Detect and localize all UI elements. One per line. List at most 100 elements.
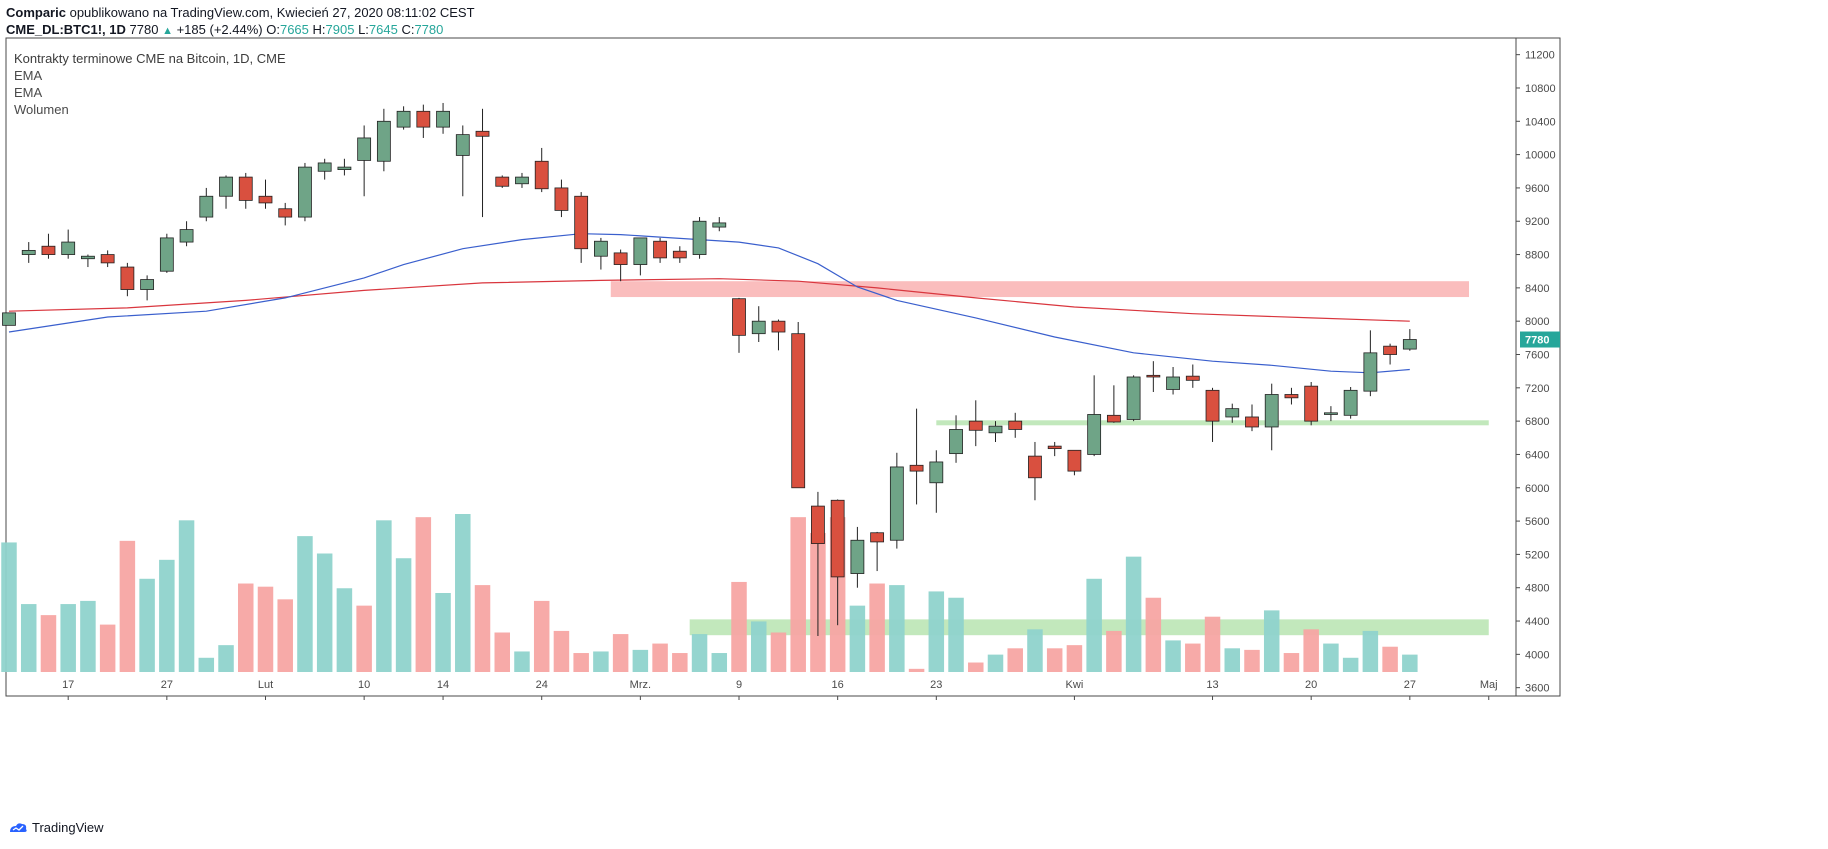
candle-body bbox=[2, 312, 16, 326]
candle-body bbox=[81, 255, 95, 260]
plot-frame bbox=[5, 37, 1517, 697]
volume-bar bbox=[257, 586, 274, 672]
candle-body bbox=[357, 137, 372, 161]
ema-short-line bbox=[8, 233, 1410, 374]
candle-body bbox=[455, 134, 470, 156]
candle-body bbox=[199, 195, 214, 218]
time-tick-label: 10 bbox=[358, 679, 370, 691]
volume-bar bbox=[691, 634, 708, 672]
volume-bar bbox=[139, 578, 155, 672]
candle-body bbox=[436, 110, 450, 128]
candle-body bbox=[1166, 376, 1180, 390]
candle-body bbox=[1402, 339, 1417, 350]
volume-bar bbox=[1046, 648, 1063, 672]
author-name[interactable]: Comparic bbox=[6, 5, 66, 20]
volume-bar bbox=[514, 651, 530, 672]
price-tick-label: 10400 bbox=[1525, 116, 1556, 128]
volume-bar bbox=[356, 605, 372, 672]
volume-bar bbox=[1204, 616, 1221, 672]
last-price: 7780 bbox=[129, 22, 159, 37]
candle-body bbox=[337, 166, 352, 171]
candle-body bbox=[909, 464, 924, 472]
volume-bar bbox=[908, 668, 925, 672]
candle-body bbox=[317, 162, 332, 172]
ema-long-line bbox=[8, 278, 1410, 322]
volume-bar bbox=[178, 520, 195, 672]
price-tick-label: 4000 bbox=[1525, 649, 1549, 661]
volume-bar bbox=[238, 583, 254, 672]
candle-body bbox=[791, 333, 806, 489]
volume-bar bbox=[455, 514, 471, 672]
zone-resistance bbox=[610, 281, 1470, 298]
price-tick-label: 8400 bbox=[1525, 283, 1549, 295]
volume-bar bbox=[297, 536, 313, 672]
time-tick-label: Lut bbox=[258, 679, 273, 691]
volume-bar bbox=[20, 604, 37, 672]
published-text: opublikowano na TradingView.com, Kwiecie… bbox=[69, 5, 475, 20]
candle-body bbox=[672, 250, 687, 259]
time-tick-label: 17 bbox=[62, 679, 74, 691]
price-tick-label: 4800 bbox=[1525, 583, 1549, 595]
volume-bar bbox=[277, 599, 293, 672]
volume-bar bbox=[948, 597, 964, 672]
volume-bar bbox=[99, 624, 116, 672]
candle-body bbox=[1047, 445, 1062, 450]
time-tick-label: 24 bbox=[536, 679, 548, 691]
volume-bar bbox=[1165, 640, 1181, 672]
high-value: 7905 bbox=[325, 22, 355, 37]
volume-bar bbox=[968, 662, 984, 672]
candle-body bbox=[238, 176, 253, 201]
price-tick-label: 3600 bbox=[1525, 683, 1549, 695]
candle-body bbox=[495, 176, 510, 187]
volume-bar bbox=[1402, 654, 1418, 672]
time-tick-label: 9 bbox=[736, 679, 742, 691]
candle-body bbox=[653, 240, 667, 259]
candle-body bbox=[988, 425, 1003, 434]
volume-bar bbox=[928, 591, 945, 672]
time-tick-label: 16 bbox=[832, 679, 844, 691]
price-tick-label: 7600 bbox=[1525, 350, 1549, 362]
candle-body bbox=[1284, 394, 1299, 399]
price-tick-label: 6800 bbox=[1525, 416, 1549, 428]
candle-body bbox=[278, 208, 293, 218]
candle-body bbox=[1245, 416, 1259, 428]
volume-bar bbox=[316, 553, 333, 672]
candle-body bbox=[61, 241, 76, 255]
volume-bar bbox=[474, 585, 491, 672]
volume-bar bbox=[1382, 646, 1398, 672]
candle-body bbox=[140, 279, 155, 290]
candle-body bbox=[771, 320, 786, 333]
low-value: 7645 bbox=[368, 22, 398, 37]
legend-item-ema-2[interactable]: EMA bbox=[14, 85, 43, 100]
volume-bar bbox=[790, 517, 806, 672]
price-tick-label: 10800 bbox=[1525, 83, 1556, 95]
price-tick-label: 11200 bbox=[1525, 50, 1555, 62]
candle-body bbox=[534, 160, 549, 190]
publish-line: Comparic opublikowano na TradingView.com… bbox=[6, 4, 475, 21]
candle-body bbox=[554, 187, 569, 211]
candle-body bbox=[515, 176, 529, 185]
candle-body bbox=[41, 245, 56, 255]
volume-bar bbox=[750, 621, 767, 672]
last-price-tag-label: 7780 bbox=[1525, 335, 1549, 347]
candle-body bbox=[949, 429, 963, 455]
volume-bar bbox=[553, 630, 570, 672]
candle-body bbox=[1205, 389, 1220, 422]
candle-body bbox=[475, 130, 490, 137]
low-label: L: bbox=[358, 22, 369, 37]
candle-body bbox=[298, 166, 312, 218]
candle-body bbox=[1008, 420, 1023, 430]
chart-legend: Kontrakty terminowe CME na Bitcoin, 1D, … bbox=[14, 50, 286, 118]
legend-item-ema-1[interactable]: EMA bbox=[14, 68, 43, 83]
tradingview-brand[interactable]: TradingView bbox=[8, 820, 104, 835]
candle-body bbox=[376, 120, 391, 162]
candle-body bbox=[929, 461, 944, 484]
volume-bar bbox=[159, 559, 175, 672]
candle-body bbox=[732, 298, 746, 336]
volume-bar bbox=[770, 632, 787, 672]
legend-title[interactable]: Kontrakty terminowe CME na Bitcoin, 1D, … bbox=[14, 51, 286, 66]
tradingview-logo-icon bbox=[10, 822, 27, 832]
candle-body bbox=[1383, 345, 1397, 355]
legend-item-volume[interactable]: Wolumen bbox=[14, 102, 69, 117]
